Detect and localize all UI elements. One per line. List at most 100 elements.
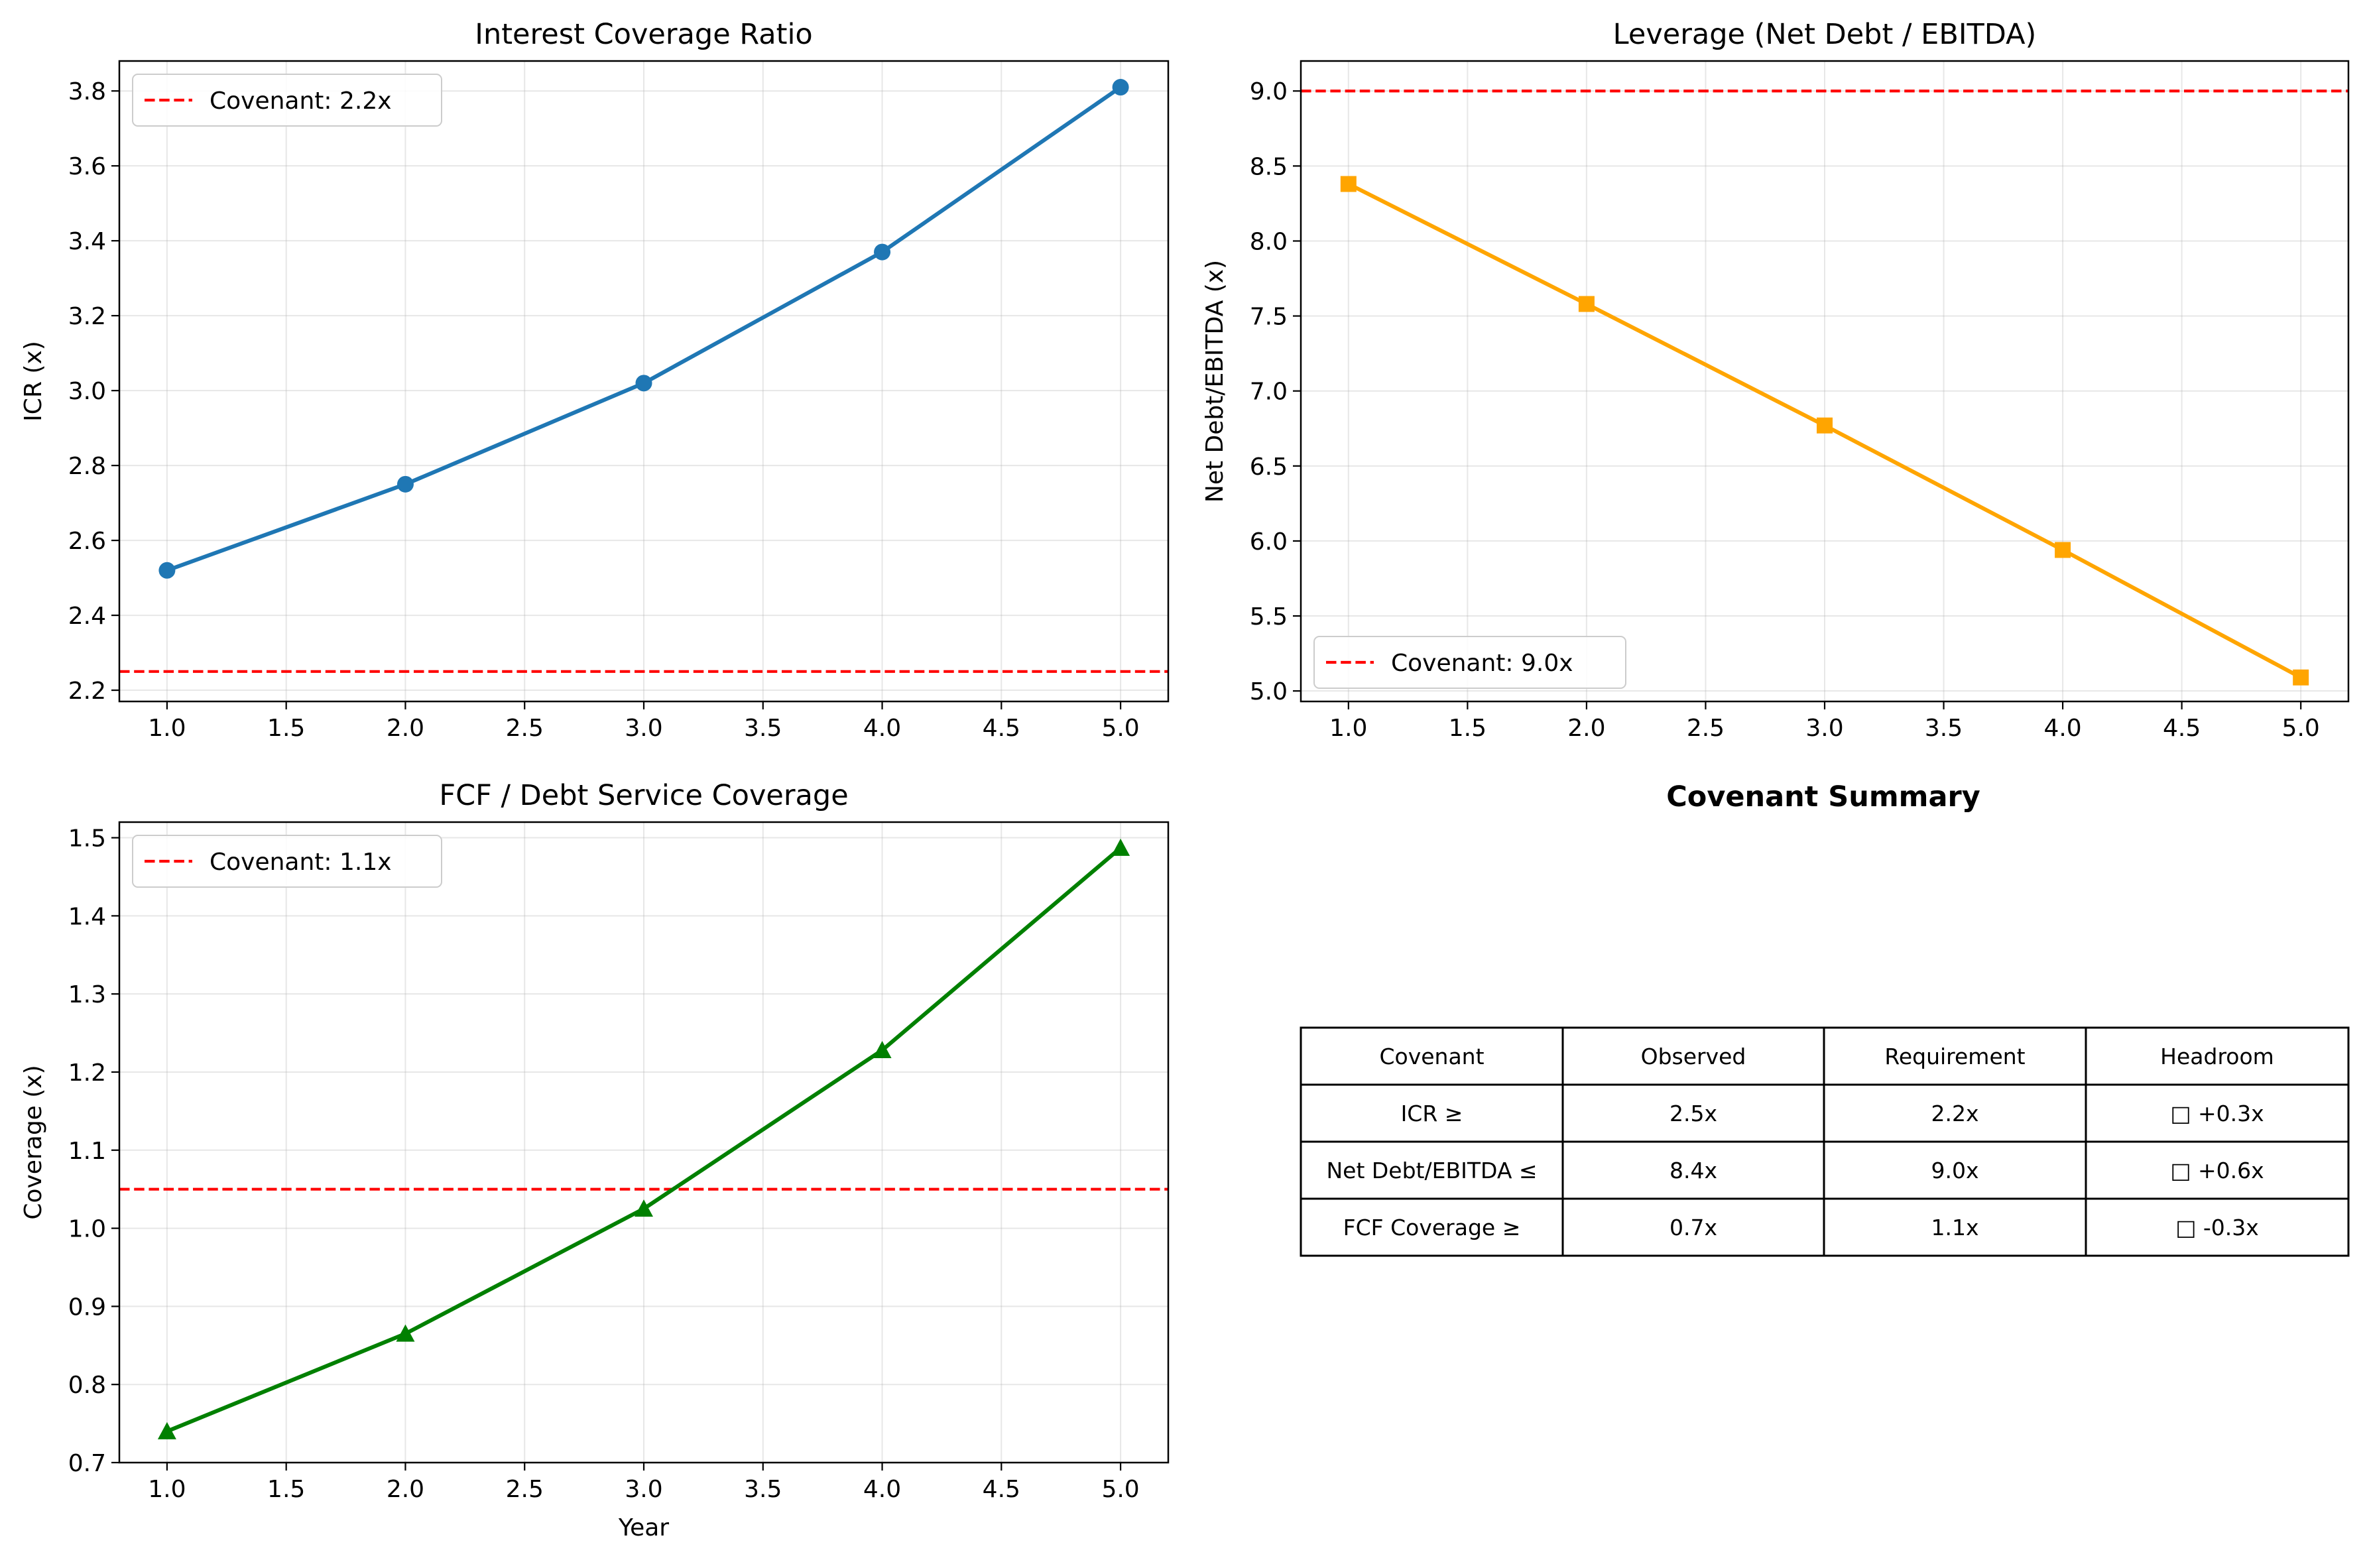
- table-header-cell: Covenant: [1379, 1044, 1484, 1069]
- legend-box: [132, 835, 442, 888]
- x-tick-label: 3.5: [744, 1476, 782, 1503]
- chart-title: Leverage (Net Debt / EBITDA): [1613, 18, 2037, 51]
- x-tick-label: 3.5: [1925, 715, 1963, 742]
- y-tick-label: 6.0: [1250, 528, 1288, 556]
- data-point: [635, 1199, 653, 1217]
- y-axis-label: Net Debt/EBITDA (x): [1201, 260, 1229, 503]
- covenant-summary-table: [1300, 1026, 2350, 1257]
- table-cell: 2.5x: [1669, 1101, 1717, 1126]
- y-tick-label: 3.2: [68, 303, 106, 330]
- chart-title: FCF / Debt Service Coverage: [439, 779, 848, 812]
- data-point: [2055, 542, 2071, 558]
- x-tick-label: 3.5: [744, 715, 782, 742]
- y-tick-label: 7.0: [1250, 379, 1288, 406]
- table-cell: □ +0.6x: [2170, 1158, 2264, 1183]
- x-tick-label: 3.0: [625, 1476, 662, 1503]
- y-tick-label: 2.8: [68, 453, 106, 480]
- y-tick-label: 1.4: [68, 903, 106, 930]
- y-axis-label: ICR (x): [20, 341, 47, 422]
- y-tick-label: 8.0: [1250, 228, 1288, 255]
- y-tick-label: 3.4: [68, 228, 106, 255]
- x-tick-label: 3.0: [625, 715, 662, 742]
- x-tick-label: 1.5: [1449, 715, 1487, 742]
- y-tick-label: 8.5: [1250, 153, 1288, 180]
- chart-panel-1: [1293, 60, 2350, 709]
- table-cell: Net Debt/EBITDA ≤: [1326, 1158, 1537, 1183]
- y-tick-label: 1.0: [68, 1216, 106, 1243]
- y-tick-label: 9.0: [1250, 78, 1288, 105]
- y-tick-label: 2.4: [68, 603, 106, 630]
- table-cell: 1.1x: [1931, 1215, 1978, 1240]
- x-tick-label: 5.0: [1101, 1476, 1139, 1503]
- x-tick-label: 4.5: [983, 1476, 1020, 1503]
- table-cell: 2.2x: [1931, 1101, 1978, 1126]
- y-tick-label: 5.0: [1250, 678, 1288, 705]
- table-title: Covenant Summary: [1666, 780, 1980, 814]
- y-tick-label: 1.5: [68, 825, 106, 853]
- data-point: [2293, 669, 2309, 686]
- y-tick-label: 6.5: [1250, 453, 1288, 481]
- data-point: [874, 243, 891, 261]
- x-tick-label: 4.5: [983, 715, 1020, 742]
- y-axis-label: Coverage (x): [20, 1065, 47, 1219]
- legend-label: Covenant: 9.0x: [1391, 650, 1573, 677]
- y-tick-label: 0.9: [68, 1294, 106, 1321]
- legend-label: Covenant: 1.1x: [210, 849, 392, 876]
- x-tick-label: 2.0: [1567, 715, 1605, 742]
- chart-panel-2: [111, 821, 1170, 1471]
- data-point: [1578, 296, 1595, 312]
- x-tick-label: 4.0: [2043, 715, 2081, 742]
- x-tick-label: 4.0: [863, 715, 901, 742]
- x-tick-label: 2.5: [506, 1476, 544, 1503]
- chart-title: Interest Coverage Ratio: [475, 18, 812, 51]
- x-tick-label: 4.5: [2163, 715, 2201, 742]
- x-tick-label: 5.0: [2282, 715, 2320, 742]
- data-point: [1340, 176, 1357, 192]
- legend-label: Covenant: 2.2x: [210, 88, 392, 115]
- table-cell: FCF Coverage ≥: [1343, 1215, 1521, 1240]
- y-tick-label: 2.6: [68, 528, 106, 555]
- x-tick-label: 1.0: [148, 1476, 186, 1503]
- x-tick-label: 2.5: [1687, 715, 1725, 742]
- y-tick-label: 0.8: [68, 1372, 106, 1399]
- table-header-cell: Headroom: [2160, 1044, 2274, 1069]
- x-tick-label: 1.5: [267, 715, 305, 742]
- data-point: [1112, 79, 1129, 96]
- data-point: [1111, 838, 1130, 856]
- table-cell: □ -0.3x: [2175, 1215, 2259, 1240]
- table-cell: 0.7x: [1669, 1215, 1717, 1240]
- y-tick-label: 3.0: [68, 378, 106, 405]
- y-tick-label: 2.2: [68, 678, 106, 705]
- y-tick-label: 7.5: [1250, 304, 1288, 331]
- table-header-cell: Requirement: [1884, 1044, 2025, 1069]
- x-tick-label: 1.5: [267, 1476, 305, 1503]
- x-tick-label: 5.0: [1101, 715, 1139, 742]
- x-tick-label: 3.0: [1805, 715, 1843, 742]
- data-point: [396, 475, 414, 493]
- y-tick-label: 0.7: [68, 1450, 106, 1477]
- table-cell: ICR ≥: [1401, 1101, 1463, 1126]
- y-tick-label: 1.2: [68, 1059, 106, 1087]
- x-axis-label: Year: [618, 1514, 669, 1541]
- y-tick-label: 1.3: [68, 981, 106, 1008]
- y-tick-label: 3.8: [68, 78, 106, 105]
- x-tick-label: 2.0: [387, 1476, 424, 1503]
- x-tick-label: 4.0: [863, 1476, 901, 1503]
- table-cell: □ +0.3x: [2170, 1101, 2264, 1126]
- table-cell: 9.0x: [1931, 1158, 1978, 1183]
- table-header-cell: Observed: [1641, 1044, 1746, 1069]
- y-tick-label: 5.5: [1250, 603, 1288, 631]
- x-tick-label: 2.0: [387, 715, 424, 742]
- data-point: [158, 562, 176, 579]
- y-tick-label: 1.1: [68, 1138, 106, 1165]
- table-cell: 8.4x: [1669, 1158, 1717, 1183]
- data-point: [873, 1040, 892, 1058]
- x-tick-label: 2.5: [506, 715, 544, 742]
- x-tick-label: 1.0: [148, 715, 186, 742]
- data-point: [1817, 417, 1833, 434]
- x-tick-label: 1.0: [1329, 715, 1367, 742]
- y-tick-label: 3.6: [68, 153, 106, 180]
- data-point: [396, 1324, 415, 1342]
- data-point: [157, 1421, 176, 1439]
